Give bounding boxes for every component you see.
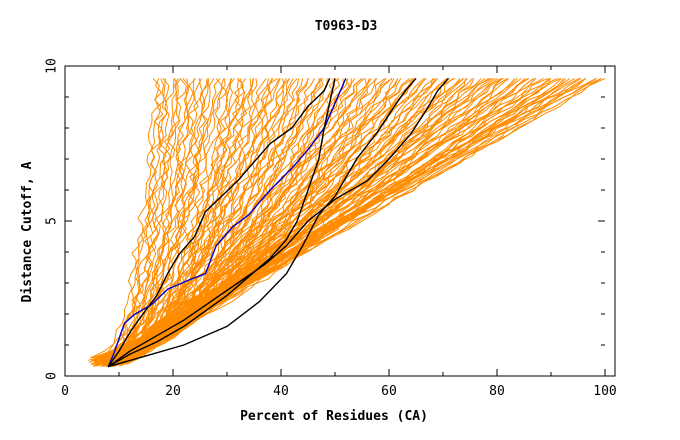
background-model-line bbox=[90, 78, 254, 365]
background-model-line bbox=[93, 78, 247, 364]
x-tick-label: 40 bbox=[273, 384, 289, 399]
background-model-line bbox=[93, 78, 567, 362]
background-model-line bbox=[95, 77, 587, 365]
background-model-line bbox=[95, 78, 175, 362]
background-model-line bbox=[91, 78, 349, 359]
background-model-line bbox=[93, 78, 209, 362]
background-model-line bbox=[96, 78, 196, 367]
background-model-line bbox=[116, 78, 232, 365]
x-axis-label: Percent of Residues (CA) bbox=[240, 409, 428, 424]
background-model-line bbox=[100, 78, 226, 363]
background-model-line bbox=[98, 78, 287, 361]
background-model-line bbox=[94, 78, 410, 361]
background-model-line bbox=[110, 78, 204, 360]
y-tick-label: 5 bbox=[45, 217, 60, 225]
x-tick-label: 20 bbox=[165, 384, 181, 399]
background-model-line bbox=[99, 78, 170, 366]
x-tick-label: 80 bbox=[489, 384, 505, 399]
series-line-3 bbox=[107, 78, 336, 368]
background-model-line bbox=[120, 77, 561, 362]
series-line-2 bbox=[107, 78, 331, 368]
background-model-line bbox=[92, 78, 215, 366]
x-tick-label: 60 bbox=[381, 384, 397, 399]
background-model-line bbox=[89, 78, 160, 359]
series-line-4 bbox=[107, 77, 449, 368]
x-tick-label: 0 bbox=[61, 384, 69, 399]
highlighted-series bbox=[107, 77, 449, 368]
background-model-line bbox=[94, 78, 221, 363]
background-model-line bbox=[98, 78, 280, 364]
background-model-line bbox=[107, 77, 549, 361]
series-line-1 bbox=[107, 78, 347, 367]
background-model-line bbox=[100, 78, 267, 362]
x-tick-label: 100 bbox=[593, 384, 616, 399]
series-line-5 bbox=[108, 77, 417, 368]
chart-title: T0963-D3 bbox=[315, 19, 378, 34]
background-model-line bbox=[100, 78, 163, 362]
y-tick-label: 10 bbox=[45, 58, 60, 74]
y-tick-label: 0 bbox=[45, 372, 60, 380]
background-model-line bbox=[116, 77, 597, 366]
background-model-line bbox=[95, 78, 189, 366]
background-model-line bbox=[93, 78, 223, 367]
background-model-curves bbox=[88, 77, 606, 368]
background-model-line bbox=[108, 78, 352, 358]
background-model-line bbox=[92, 77, 602, 367]
y-axis-label: Distance Cutoff, A bbox=[20, 161, 35, 302]
axis-ticks: 0 20 40 60 80 100 0 5 10 bbox=[45, 58, 617, 399]
